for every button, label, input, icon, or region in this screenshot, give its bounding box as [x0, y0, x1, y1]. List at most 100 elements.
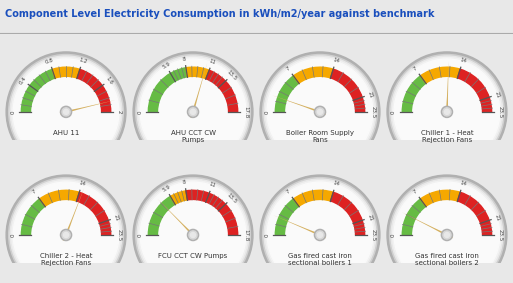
- Wedge shape: [77, 69, 111, 112]
- Circle shape: [314, 106, 326, 117]
- Circle shape: [137, 179, 249, 283]
- Text: 23.5: 23.5: [498, 106, 503, 118]
- Text: 14: 14: [332, 57, 340, 64]
- Text: 7: 7: [412, 66, 418, 72]
- Text: 5.9: 5.9: [161, 61, 171, 70]
- Circle shape: [64, 109, 69, 114]
- Text: 17.8: 17.8: [244, 106, 249, 118]
- Polygon shape: [402, 212, 453, 239]
- Text: 14: 14: [459, 57, 467, 64]
- Circle shape: [444, 232, 449, 237]
- Circle shape: [267, 59, 373, 165]
- Circle shape: [139, 57, 247, 166]
- Circle shape: [133, 52, 253, 172]
- Wedge shape: [22, 69, 55, 112]
- Circle shape: [135, 55, 250, 169]
- Text: Chiller 2 - Heat
Rejection Fans: Chiller 2 - Heat Rejection Fans: [40, 253, 92, 266]
- Circle shape: [441, 106, 452, 117]
- Circle shape: [444, 109, 449, 114]
- Circle shape: [392, 181, 501, 283]
- Text: 8: 8: [183, 57, 187, 62]
- Text: 0: 0: [264, 110, 269, 113]
- Text: 21: 21: [494, 213, 501, 222]
- Circle shape: [140, 182, 246, 283]
- Circle shape: [316, 231, 324, 239]
- Circle shape: [389, 178, 504, 283]
- Circle shape: [135, 178, 250, 283]
- Text: 5.9: 5.9: [161, 185, 171, 193]
- Wedge shape: [40, 190, 80, 206]
- Wedge shape: [293, 67, 333, 83]
- Circle shape: [6, 52, 126, 172]
- Circle shape: [140, 59, 246, 165]
- Polygon shape: [60, 100, 115, 115]
- Circle shape: [316, 108, 324, 116]
- Text: AHU CCT CW
Pumps: AHU CCT CW Pumps: [170, 130, 215, 143]
- Text: 23.5: 23.5: [371, 106, 376, 118]
- Text: 14: 14: [332, 181, 340, 187]
- Text: 17.8: 17.8: [244, 229, 249, 241]
- Text: 13.5: 13.5: [226, 69, 238, 81]
- Wedge shape: [402, 76, 426, 112]
- Polygon shape: [63, 188, 84, 241]
- Wedge shape: [458, 192, 491, 235]
- Wedge shape: [148, 196, 175, 235]
- Wedge shape: [52, 67, 80, 78]
- Circle shape: [266, 57, 374, 166]
- Text: 0: 0: [391, 110, 396, 113]
- Circle shape: [10, 179, 122, 283]
- Wedge shape: [275, 199, 299, 235]
- Text: 21: 21: [113, 213, 120, 222]
- Circle shape: [260, 175, 380, 283]
- Text: 13.5: 13.5: [226, 192, 238, 204]
- Polygon shape: [272, 95, 326, 115]
- Wedge shape: [330, 192, 365, 235]
- Circle shape: [318, 109, 323, 114]
- Circle shape: [318, 232, 323, 237]
- Circle shape: [189, 108, 197, 116]
- Wedge shape: [76, 192, 111, 235]
- Circle shape: [13, 182, 119, 283]
- Polygon shape: [157, 199, 198, 240]
- Circle shape: [137, 56, 249, 168]
- Text: 23.5: 23.5: [371, 229, 376, 241]
- Wedge shape: [206, 70, 238, 112]
- Circle shape: [9, 55, 124, 169]
- Text: Gas fired cast iron
sectional boilers 2: Gas fired cast iron sectional boilers 2: [415, 253, 479, 266]
- Text: 21: 21: [367, 213, 374, 222]
- Wedge shape: [421, 67, 460, 83]
- Circle shape: [9, 178, 124, 283]
- Circle shape: [391, 56, 503, 168]
- Circle shape: [12, 57, 121, 166]
- Wedge shape: [22, 199, 45, 235]
- Text: 21: 21: [367, 90, 374, 98]
- Circle shape: [389, 55, 504, 169]
- Wedge shape: [293, 190, 333, 206]
- Wedge shape: [186, 67, 209, 79]
- Text: Gas fired cast iron
sectional boilers 1: Gas fired cast iron sectional boilers 1: [288, 253, 352, 266]
- Circle shape: [264, 179, 376, 283]
- Polygon shape: [273, 215, 326, 239]
- Polygon shape: [445, 61, 449, 118]
- Circle shape: [10, 56, 122, 168]
- Circle shape: [391, 179, 503, 283]
- Circle shape: [61, 106, 72, 117]
- Circle shape: [441, 230, 452, 241]
- Circle shape: [139, 181, 247, 283]
- Text: 0: 0: [10, 110, 15, 113]
- Circle shape: [190, 232, 195, 237]
- Text: 7: 7: [285, 189, 291, 195]
- Circle shape: [394, 182, 500, 283]
- Circle shape: [387, 175, 507, 283]
- Circle shape: [64, 232, 69, 237]
- Circle shape: [263, 55, 378, 169]
- Circle shape: [61, 230, 72, 241]
- Text: 23.5: 23.5: [117, 229, 122, 241]
- Text: 0.4: 0.4: [18, 76, 28, 85]
- Text: 0: 0: [391, 233, 396, 237]
- Text: 7: 7: [31, 189, 37, 195]
- Circle shape: [264, 56, 376, 168]
- Text: 14: 14: [459, 181, 467, 187]
- Circle shape: [314, 230, 326, 241]
- Circle shape: [260, 52, 380, 172]
